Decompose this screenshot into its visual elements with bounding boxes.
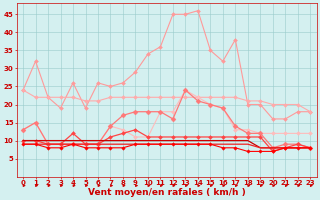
X-axis label: Vent moyen/en rafales ( km/h ): Vent moyen/en rafales ( km/h ) — [88, 188, 245, 197]
